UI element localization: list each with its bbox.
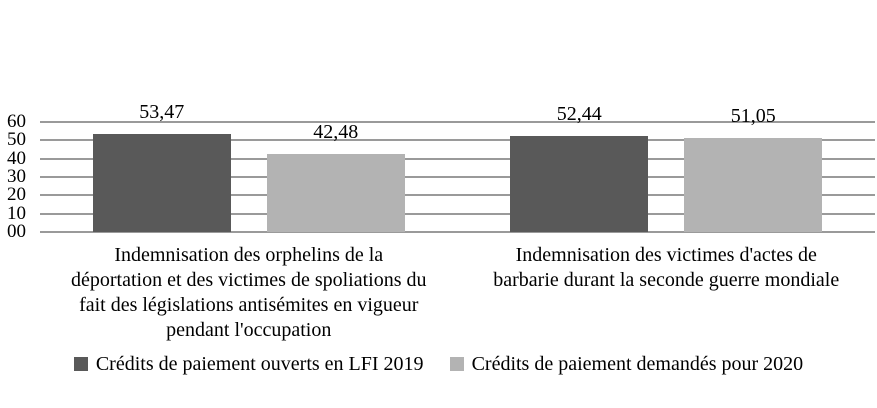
chart-legend: Crédits de paiement ouverts en LFI 2019 … — [0, 350, 877, 378]
y-axis-tick-label: 30 — [7, 166, 26, 187]
bar-groups: 53,47 42,48 52,44 51,05 — [40, 102, 876, 232]
y-axis-tick-label: 60 — [7, 111, 26, 132]
legend-swatch-light-icon — [449, 357, 464, 371]
gridline — [40, 194, 875, 197]
bar-slot-demandes2020-barbarie: 51,05 — [684, 106, 823, 232]
bar-slot-lfi2019-barbarie: 52,44 — [510, 104, 649, 232]
bar-value-label: 52,44 — [556, 102, 602, 125]
bar-demandes2020-orphelins — [266, 154, 405, 232]
plot-area: 00 10 20 30 40 50 60 53,47 42,48 52,44 — [7, 102, 876, 242]
y-axis-tick-label: 00 — [7, 221, 26, 242]
gridline — [40, 139, 875, 142]
legend-label-lfi-2019: Crédits de paiement ouverts en LFI 2019 — [95, 353, 424, 375]
legend-item-lfi-2019: Crédits de paiement ouverts en LFI 2019 — [73, 351, 424, 377]
bar-group-orphelins-deportation: 53,47 42,48 — [40, 102, 458, 232]
gridline — [40, 231, 875, 233]
x-axis-category-labels: Indemnisation des orphelins de la déport… — [40, 243, 875, 343]
y-axis-tick-label: 20 — [7, 184, 26, 206]
bar-slot-lfi2019-orphelins: 53,47 — [92, 102, 231, 232]
bar-value-label: 53,47 — [139, 100, 185, 123]
gridline — [40, 212, 875, 215]
legend-item-demandes-2020: Crédits de paiement demandés pour 2020 — [449, 351, 804, 377]
gridline — [40, 157, 875, 160]
y-axis-tick-label: 10 — [7, 202, 26, 224]
bar-group-victimes-barbarie: 52,44 51,05 — [458, 104, 876, 232]
bar-lfi2019-orphelins — [92, 133, 231, 232]
category-label-orphelins-deportation: Indemnisation des orphelins de la déport… — [71, 244, 427, 341]
bar-lfi2019-barbarie — [510, 135, 649, 232]
legend-swatch-dark-icon — [73, 357, 88, 371]
bar-value-label: 42,48 — [313, 121, 359, 144]
y-axis-tick-label: 50 — [7, 129, 26, 151]
legend-label-demandes-2020: Crédits de paiement demandés pour 2020 — [471, 353, 804, 375]
y-axis-tick-label: 40 — [7, 147, 26, 169]
bar-value-label: 51,05 — [730, 105, 776, 128]
bar-demandes2020-barbarie — [684, 138, 823, 232]
gridline — [40, 121, 875, 123]
gridline — [40, 176, 875, 178]
category-label-victimes-barbarie: Indemnisation des victimes d'actes de ba… — [493, 244, 840, 291]
bar-slot-demandes2020-orphelins: 42,48 — [266, 122, 405, 232]
